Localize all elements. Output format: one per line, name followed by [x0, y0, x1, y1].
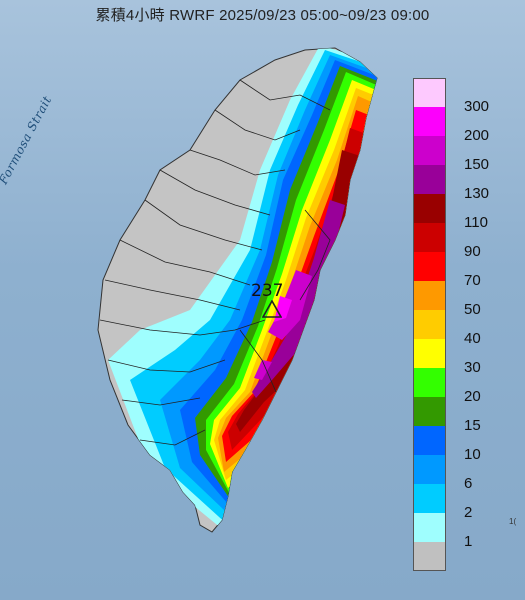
map-title: 累積4小時 RWRF 2025/09/23 05:00~09/23 09:00: [95, 7, 430, 24]
legend-frame: [413, 78, 446, 571]
legend-tick-label: 2: [464, 504, 473, 521]
edge-text: 1(: [509, 517, 517, 526]
legend-tick-label: 200: [464, 127, 490, 144]
peak-value-label: 237: [251, 281, 284, 301]
legend-tick-label: 40: [464, 330, 481, 347]
legend-tick-label: 20: [464, 388, 481, 405]
legend-tick-label: 90: [464, 243, 481, 260]
legend-swatch: [413, 165, 446, 194]
legend-tick-label: 150: [464, 156, 490, 173]
legend-tick-label: 130: [464, 185, 490, 202]
legend-tick-label: 30: [464, 359, 481, 376]
legend-tick-label: 50: [464, 301, 481, 318]
legend-tick-label: 110: [464, 214, 488, 231]
legend-swatch: [413, 455, 446, 484]
color-legend: 300 200 150 130 110 90 70 50 40 30 20 15 10 6 2 1: [412, 78, 522, 572]
legend-tick-label: 70: [464, 272, 481, 289]
boundary-lines: [99, 79, 331, 446]
legend-tick-label: 15: [464, 417, 481, 434]
legend-tick-label: 10: [464, 446, 481, 463]
legend-tick-label: 6: [464, 475, 473, 492]
legend-tick-label: 1: [464, 533, 473, 550]
legend-tick-label: 300: [464, 98, 490, 115]
peak-triangle-icon: [262, 300, 282, 318]
